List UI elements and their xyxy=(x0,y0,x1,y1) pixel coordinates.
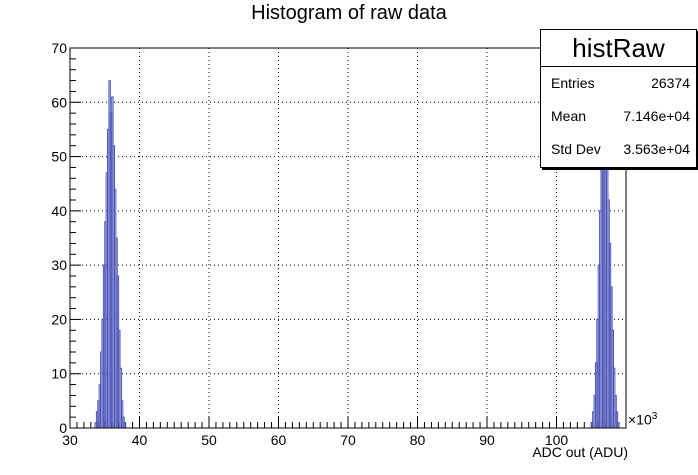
x-axis-multiplier-exponent: 3 xyxy=(651,411,658,422)
stats-label: Entries xyxy=(551,75,595,91)
y-tick-label: 70 xyxy=(51,40,67,56)
x-tick-label: 40 xyxy=(132,432,148,448)
x-axis-multiplier: ×103 xyxy=(628,411,657,428)
histogram-bin xyxy=(120,400,124,428)
histogram-bin xyxy=(615,411,619,428)
stats-box-title: histRaw xyxy=(541,30,696,67)
y-tick-label: 20 xyxy=(51,311,67,327)
x-tick-label: 90 xyxy=(479,432,495,448)
histogram-bin xyxy=(123,422,127,428)
histogram-bin xyxy=(617,422,620,428)
histogram-bin xyxy=(119,367,122,428)
x-tick-label: 30 xyxy=(62,432,78,448)
x-tick-label: 70 xyxy=(340,432,356,448)
y-tick-label: 30 xyxy=(51,257,67,273)
x-tick-label: 80 xyxy=(410,432,426,448)
stats-value: 3.563e+04 xyxy=(623,141,690,157)
x-axis-label: ADC out (ADU) xyxy=(532,444,628,460)
y-tick-label: 60 xyxy=(51,94,67,110)
stats-row-mean: Mean 7.146e+04 xyxy=(541,100,696,133)
chart-title: Histogram of raw data xyxy=(251,2,447,24)
stats-value: 7.146e+04 xyxy=(623,108,690,124)
x-tick-label: 100 xyxy=(545,432,569,448)
stats-row-entries: Entries 26374 xyxy=(541,67,696,100)
stats-value: 26374 xyxy=(651,75,690,91)
x-axis-multiplier-base: ×10 xyxy=(628,411,652,428)
x-tick-label: 60 xyxy=(271,432,287,448)
plot-frame xyxy=(69,47,627,429)
y-tick-label: 0 xyxy=(59,420,67,436)
stats-label: Std Dev xyxy=(551,141,601,157)
x-tick-label: 50 xyxy=(201,432,217,448)
y-tick-label: 50 xyxy=(51,149,67,165)
y-tick-label: 40 xyxy=(51,203,67,219)
y-tick-label: 10 xyxy=(51,366,67,382)
stats-label: Mean xyxy=(551,108,587,124)
stats-row-stddev: Std Dev 3.563e+04 xyxy=(541,133,696,166)
stats-box: histRaw Entries 26374 Mean 7.146e+04 Std… xyxy=(540,29,697,168)
